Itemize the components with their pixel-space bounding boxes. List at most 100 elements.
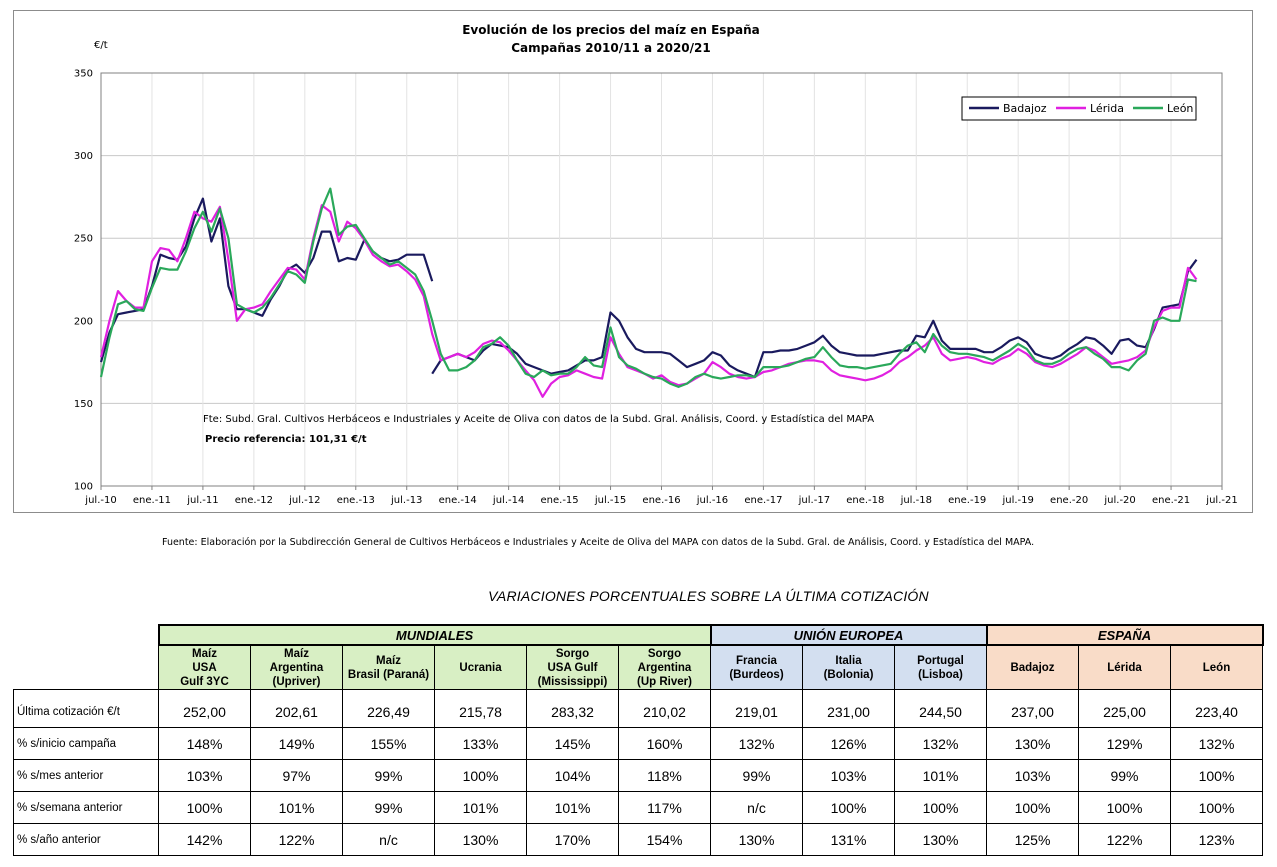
chart-source-annotation: Fte: Subd. Gral. Cultivos Herbáceos e In… (203, 413, 874, 425)
table-cell: 103% (802, 759, 895, 792)
table-cell: 215,78 (434, 689, 527, 728)
table-cell: 101% (526, 791, 619, 824)
y-tick-label: 350 (74, 69, 93, 80)
series-layer (99, 187, 1198, 398)
table-cell: 117% (618, 791, 711, 824)
table-cell: 131% (802, 823, 895, 856)
table-cell: 97% (250, 759, 343, 792)
series-line-lrida (99, 204, 1198, 398)
table-cell: 223,40 (1170, 689, 1263, 728)
x-tick-label: ene.-21 (1152, 495, 1190, 506)
y-tick-label: 300 (74, 151, 93, 162)
group-header-mundiales: MUNDIALES (157, 624, 712, 646)
chart-title: Evolución de los precios del maíz en Esp… (462, 23, 760, 37)
table-cell: 101% (434, 791, 527, 824)
table-cell: 252,00 (158, 689, 251, 728)
table-body: Última cotización €/t 252,00 202,61 226,49 2… (13, 689, 1263, 856)
table-row: Última cotización €/t 252,00 202,61 226,49 2… (13, 689, 1263, 728)
table-cell: 99% (342, 791, 435, 824)
series-line-badajoz (99, 197, 434, 363)
x-tick-label: jul.-12 (288, 495, 320, 506)
table-cell: 101% (894, 759, 987, 792)
x-tick-label: jul.-13 (390, 495, 422, 506)
table-cell: 133% (434, 727, 527, 760)
table-cell: n/c (710, 791, 803, 824)
table-cell: 154% (618, 823, 711, 856)
price-variation-table: MUNDIALES UNIÓN EUROPEA ESPAÑA Maíz USA Gu… (13, 624, 1264, 856)
table-cell: 149% (250, 727, 343, 760)
column-header: Sorgo USA Gulf (Mississippi) (526, 644, 619, 690)
table-cell: 170% (526, 823, 619, 856)
table-cell: 210,02 (618, 689, 711, 728)
x-tick-label: ene.-19 (948, 495, 986, 506)
table-header-row: Maíz USA Gulf 3YC Maíz Argentina (Upriver) Maí… (14, 644, 1263, 690)
legend-label-lerida: Lérida (1090, 102, 1124, 115)
column-header: Italia (Bolonia) (802, 644, 895, 690)
table-cell: 123% (1170, 823, 1263, 856)
table-cell: 100% (1170, 791, 1263, 824)
x-tick-label: jul.-16 (696, 495, 728, 506)
series-line-len (99, 187, 1197, 388)
table-row: % s/mes anterior 103% 97% 99% 100% 104% 118% 99… (13, 759, 1263, 792)
table-cell: 129% (1078, 727, 1171, 760)
table-cell: 126% (802, 727, 895, 760)
x-tick-label: ene.-14 (439, 495, 477, 506)
table-cell: 237,00 (986, 689, 1079, 728)
source-note: Fuente: Elaboración por la Subdirección … (162, 537, 1035, 548)
table-corner (14, 645, 159, 690)
table-row: % s/semana anterior 100% 101% 99% 101% 101% 11… (13, 791, 1263, 824)
table-cell: 99% (342, 759, 435, 792)
table-cell: 130% (434, 823, 527, 856)
reference-price-annotation: Precio referencia: 101,31 €/t (205, 434, 367, 445)
column-header: Ucrania (434, 644, 527, 690)
x-tick-label: jul.-21 (1205, 495, 1237, 506)
x-tick-label: jul.-11 (186, 495, 218, 506)
table-group-row: MUNDIALES UNIÓN EUROPEA ESPAÑA (14, 624, 1264, 646)
x-tick-label: ene.-16 (642, 495, 680, 506)
plot-area-border (100, 72, 1223, 487)
column-header: Maíz USA Gulf 3YC (158, 644, 251, 690)
x-tick-label: jul.-14 (492, 495, 524, 506)
table-cell: 130% (710, 823, 803, 856)
legend-label-badajoz: Badajoz (1003, 102, 1047, 115)
table-cell: 100% (802, 791, 895, 824)
table-cell: 103% (158, 759, 251, 792)
row-label: % s/inicio campaña (13, 727, 159, 760)
table-cell: 219,01 (710, 689, 803, 728)
x-tick-label: ene.-11 (133, 495, 171, 506)
column-header: Maíz Brasil (Paraná) (342, 644, 435, 690)
table-cell: 244,50 (894, 689, 987, 728)
x-tick-label: ene.-12 (235, 495, 273, 506)
series-line-badajoz (431, 259, 1198, 379)
column-header: León (1170, 644, 1263, 690)
x-tick-label: ene.-20 (1050, 495, 1088, 506)
x-tick-label: ene.-17 (744, 495, 782, 506)
y-tick-label: 250 (74, 234, 93, 245)
table-cell: 100% (434, 759, 527, 792)
table-row: % s/inicio campaña 148% 149% 155% 133% 145% 16… (13, 727, 1263, 760)
column-header: Sorgo Argentina (Up River) (618, 644, 711, 690)
x-tick-label: jul.-10 (84, 495, 116, 506)
table-cell: 155% (342, 727, 435, 760)
x-tick-label: ene.-13 (337, 495, 375, 506)
table-cell: 160% (618, 727, 711, 760)
table-cell: 122% (250, 823, 343, 856)
x-tick-label: jul.-15 (594, 495, 626, 506)
axis-layer: 100 150 200 250 300 350 jul.-10 ene.-11 jul.-11 e… (74, 69, 1238, 507)
column-header: Lérida (1078, 644, 1171, 690)
table-cell: n/c (342, 823, 435, 856)
table-cell: 130% (986, 727, 1079, 760)
chart-legend: Badajoz Lérida León (961, 96, 1197, 121)
table-cell: 101% (250, 791, 343, 824)
x-tick-label: ene.-15 (541, 495, 579, 506)
table-cell: 132% (1170, 727, 1263, 760)
table-cell: 231,00 (802, 689, 895, 728)
table-cell: 99% (1078, 759, 1171, 792)
table-cell: 100% (894, 791, 987, 824)
table-cell: 225,00 (1078, 689, 1171, 728)
table-cell: 100% (986, 791, 1079, 824)
table-corner (14, 625, 159, 645)
table-cell: 100% (1078, 791, 1171, 824)
y-tick-label: 100 (74, 482, 93, 493)
y-tick-label: 200 (74, 316, 93, 327)
